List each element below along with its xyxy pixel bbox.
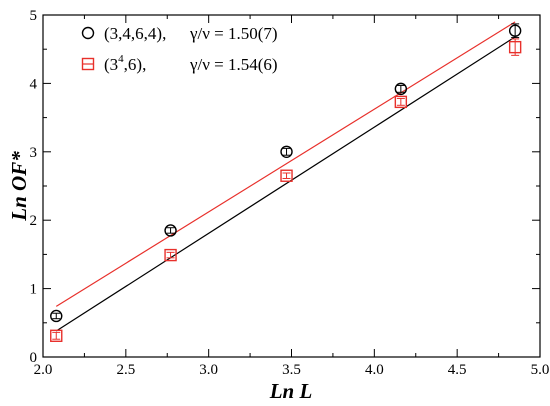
x-tick-label: 4.0 (365, 362, 384, 378)
point-circle (164, 224, 177, 237)
fit-lines (55, 21, 516, 332)
legend-exponent-series-2: γ/ν = 1.54(6) (189, 55, 278, 74)
point-square (394, 95, 408, 109)
y-tick-label: 2 (30, 213, 38, 229)
legend-marker-circle (81, 26, 95, 40)
point-square (508, 40, 522, 54)
y-tick-label: 4 (30, 76, 38, 92)
axis-ticks: 2.0 2.5 3.0 3.5 4.0 4.5 5.0 0 1 2 3 4 5 (30, 8, 550, 378)
point-circle (50, 309, 63, 323)
legend-exponent-series-1: γ/ν = 1.50(7) (189, 24, 278, 43)
fit-line-series-2 (55, 21, 516, 307)
legend-label-series-2: (34,6), (104, 53, 146, 74)
x-tick-label: 2.5 (116, 362, 135, 378)
point-square (280, 169, 293, 182)
legend: (3,4,6,4), γ/ν = 1.50(7) (34,6), γ/ν = 1… (81, 24, 278, 74)
y-tick-label: 0 (30, 350, 38, 366)
point-square (164, 248, 177, 262)
fit-line-series-1 (55, 36, 516, 332)
point-circle (394, 82, 408, 96)
x-tick-label: 3.0 (199, 362, 218, 378)
x-axis-title: Ln L (269, 379, 313, 403)
point-circle (508, 24, 522, 37)
x-tick-label: 4.5 (448, 362, 467, 378)
x-tick-label: 2.0 (34, 362, 53, 378)
point-circle (280, 145, 293, 159)
data-points (50, 23, 522, 342)
x-tick-label: 5.0 (531, 362, 550, 378)
y-axis-title: Ln OF* (7, 151, 31, 222)
x-tick-label: 3.5 (282, 362, 301, 378)
y-tick-label: 1 (30, 282, 38, 298)
legend-label-series-1: (3,4,6,4), (104, 24, 166, 43)
point-square (50, 329, 63, 342)
y-tick-label: 5 (30, 8, 38, 24)
y-tick-label: 3 (30, 145, 38, 161)
